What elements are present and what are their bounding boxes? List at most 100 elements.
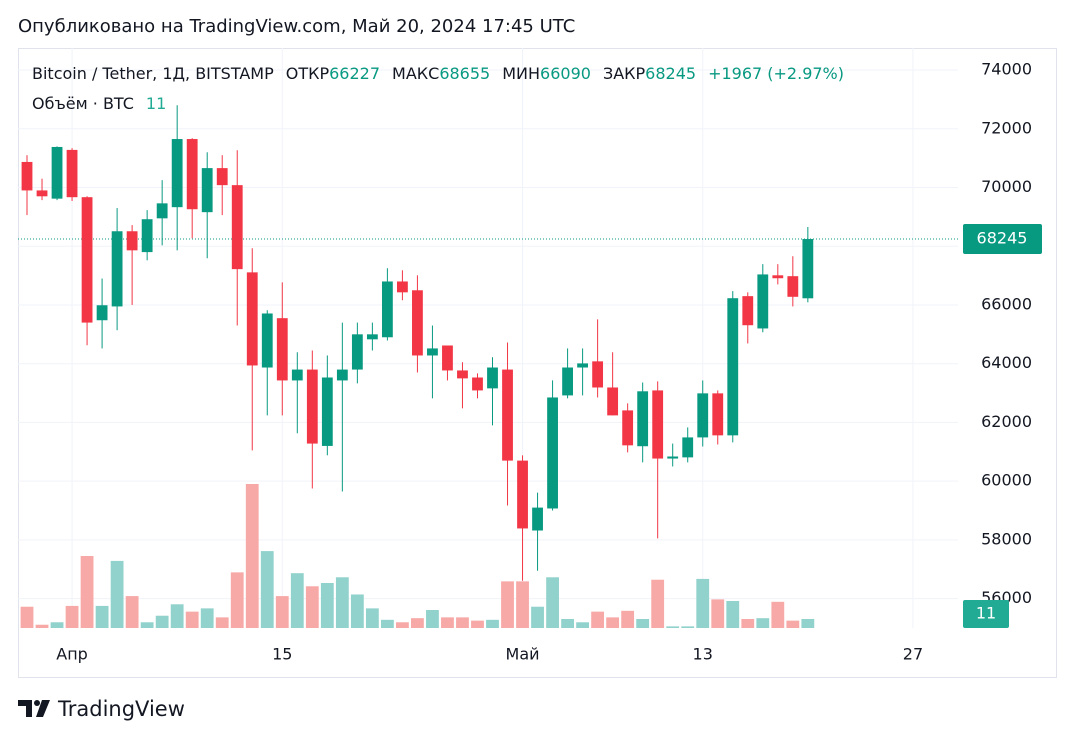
legend-value: 66227 (329, 64, 380, 83)
volume-bar (110, 560, 124, 628)
volume-bar (335, 577, 349, 628)
candle-body (682, 437, 694, 458)
candle-body (216, 168, 228, 186)
x-tick-label: Апр (56, 645, 88, 664)
candle-body (577, 363, 589, 368)
chart-frame (18, 48, 1057, 678)
y-tick-label: 70000 (981, 177, 1032, 196)
volume-bar (230, 572, 244, 628)
candle-body (502, 369, 513, 461)
candle-body (96, 305, 108, 321)
legend-key: МИН (502, 64, 540, 83)
candle-body (231, 185, 243, 270)
x-tick-label: 15 (272, 645, 292, 664)
candle-body (547, 397, 558, 509)
candle-body (186, 139, 198, 210)
last-price-tag (963, 224, 1042, 255)
volume-tag (963, 600, 1009, 628)
candle-body (652, 390, 664, 459)
candle-body (727, 298, 739, 436)
volume-bar (170, 604, 184, 628)
volume-legend: Объём · BTC 11 (32, 94, 166, 113)
volume-bar (681, 626, 695, 628)
published-note: Опубликовано на TradingView.com, Май 20,… (18, 16, 575, 37)
candle-body (126, 231, 138, 251)
legend-value: 68245 (645, 64, 696, 83)
candle-body (697, 393, 709, 438)
candle-body (532, 507, 543, 531)
volume-bar (320, 583, 334, 628)
volume-bar (50, 622, 64, 628)
volume-bar (65, 605, 79, 628)
volume-bar (546, 577, 559, 628)
volume-bar (215, 617, 229, 628)
legend-value: 68655 (439, 64, 490, 83)
volume-bar (696, 578, 710, 628)
y-tick-label: 74000 (981, 60, 1032, 79)
x-tick-label: 27 (903, 645, 923, 664)
y-tick-label: 58000 (981, 529, 1032, 548)
y-tick-label: 64000 (981, 353, 1032, 372)
candle-body (427, 348, 438, 356)
volume-bar (636, 619, 650, 628)
legend-key: МАКС (392, 64, 439, 83)
candle-body (51, 146, 63, 199)
volume-tag-label: 11 (976, 604, 996, 623)
x-tick-label: 13 (693, 645, 713, 664)
candle-body (787, 276, 799, 297)
volume-bar (501, 581, 514, 628)
volume-bar (35, 624, 49, 628)
candle-body (442, 345, 453, 371)
legend-line: Bitcoin / Tether, 1Д, BITSTAMP ОТКР66227 М… (32, 64, 844, 83)
y-tick-label: 62000 (981, 412, 1032, 431)
volume-bar (441, 617, 454, 628)
candle-body (592, 361, 604, 388)
candle-body (291, 369, 303, 381)
candle-body (366, 334, 378, 340)
volume-bar (741, 619, 755, 628)
y-tick-label: 72000 (981, 118, 1032, 137)
candle-body (772, 275, 784, 279)
volume-bar (155, 615, 169, 628)
legend-change: +1967 (+2.97%) (708, 64, 844, 83)
volume-bar (396, 622, 409, 628)
candle-body (457, 370, 468, 379)
candle-body (742, 296, 754, 326)
volume-bar (486, 619, 499, 628)
volume-bar (380, 619, 394, 628)
legend-value: 66090 (540, 64, 591, 83)
y-tick-label: 66000 (981, 294, 1032, 313)
candle-body (201, 168, 213, 213)
volume-bar (756, 618, 770, 628)
legend-key: ЗАКР (603, 64, 646, 83)
volume-bar (305, 586, 319, 628)
x-tick-label: Май (506, 645, 540, 664)
logo (18, 700, 50, 717)
candle-body (81, 197, 93, 323)
volume-bar (140, 622, 154, 628)
volume-bar (125, 596, 139, 628)
candle-body (276, 318, 288, 381)
candle-body (261, 313, 273, 368)
candle-body (66, 149, 78, 198)
candle-body (757, 274, 769, 329)
candle-body (351, 334, 363, 370)
candle-body (667, 456, 679, 459)
volume-bar (80, 556, 94, 628)
candle-body (381, 281, 393, 338)
candle-body (171, 139, 183, 208)
volume-legend-key: Объём · BTC (32, 94, 134, 113)
volume-bar (426, 610, 439, 628)
volume-bar (20, 606, 34, 628)
candle-body (517, 460, 528, 529)
volume-bar (471, 620, 484, 628)
candle-body (802, 239, 814, 299)
candle-body (487, 367, 498, 389)
candle-body (156, 203, 168, 219)
candle-body (472, 377, 483, 391)
volume-bar (411, 618, 424, 628)
candle-body (637, 391, 649, 447)
volume-legend-value: 11 (146, 94, 166, 113)
volume-bar (200, 608, 214, 628)
